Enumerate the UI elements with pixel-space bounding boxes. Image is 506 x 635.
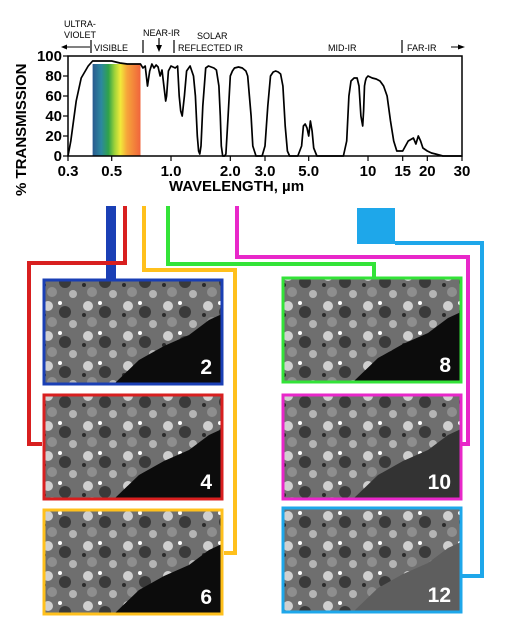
band-label-ultraviolet-2: VIOLET xyxy=(64,30,97,40)
sea-area xyxy=(114,314,222,384)
band-panel-10: 10 xyxy=(281,393,463,501)
y-tick-label: 100 xyxy=(37,48,62,65)
sea-area xyxy=(114,544,222,614)
band-panel-12: 12 xyxy=(281,506,463,614)
panel-frame xyxy=(281,276,463,384)
y-tick-label: 80 xyxy=(45,68,62,85)
band-header: ULTRA- VIOLET VISIBLE NEAR-IR SOLAR REFL… xyxy=(61,19,465,53)
connector-band-4 xyxy=(27,206,127,446)
x-tick-label: 0.5 xyxy=(101,163,122,180)
band-image-panels: 2 4 6 8 10 12 xyxy=(42,276,463,616)
x-axis-label: WAVELENGTH, µm xyxy=(169,178,304,195)
panel-frame xyxy=(42,393,224,501)
panel-frame xyxy=(42,508,224,616)
y-axis-label: % TRANSMISSION xyxy=(13,63,30,196)
panel-frame xyxy=(42,278,224,386)
visible-spectrum-bar xyxy=(92,64,141,156)
y-tick-label: 20 xyxy=(45,128,62,145)
band-panel-6: 6 xyxy=(42,508,224,616)
connector-band-12-block xyxy=(357,208,395,244)
y-tick-label: 40 xyxy=(45,108,62,125)
x-tick-label: 20 xyxy=(419,163,436,180)
panel-number: 10 xyxy=(428,471,451,494)
x-tick-label: 2.0 xyxy=(220,163,241,180)
panel-frame xyxy=(281,393,463,501)
x-tick-label: 3.0 xyxy=(255,163,276,180)
panel-number: 8 xyxy=(439,354,451,377)
panel-number: 6 xyxy=(200,586,212,609)
band-label-solar: SOLAR xyxy=(197,31,228,41)
transmission-curve xyxy=(67,60,462,157)
x-tick-label: 15 xyxy=(394,163,411,180)
x-tick-label: 30 xyxy=(454,163,471,180)
connector-band-6 xyxy=(142,206,237,555)
panel-frame xyxy=(281,506,463,614)
band-label-ultraviolet: ULTRA- xyxy=(64,19,96,29)
connector-band-2 xyxy=(106,206,116,280)
sea-area xyxy=(353,542,461,612)
panel-number: 4 xyxy=(200,471,212,494)
y-tick-label: 60 xyxy=(45,88,62,105)
band-label-visible: VISIBLE xyxy=(94,43,128,53)
band-panel-8: 8 xyxy=(281,276,463,384)
connector-band-12 xyxy=(395,241,484,578)
panel-number: 12 xyxy=(428,584,451,607)
y-axis: 0 20 40 60 80 100 xyxy=(37,48,68,165)
x-axis: 0.3 0.5 1.0 2.0 3.0 5.0 10 15 20 30 xyxy=(58,156,471,180)
x-tick-label: 0.3 xyxy=(58,163,79,180)
sea-area xyxy=(353,429,461,499)
band-label-mid-ir: MID-IR xyxy=(328,43,357,53)
connector-band-8 xyxy=(166,206,376,278)
connector-band-10 xyxy=(235,206,470,446)
transmission-chart: ULTRA- VIOLET VISIBLE NEAR-IR SOLAR REFL… xyxy=(13,19,470,196)
sea-area xyxy=(114,429,222,499)
panel-number: 2 xyxy=(200,356,212,379)
band-label-reflected-ir: REFLECTED IR xyxy=(178,43,244,53)
band-label-near-ir: NEAR-IR xyxy=(143,28,181,38)
x-tick-label: 5.0 xyxy=(298,163,319,180)
sea-area xyxy=(353,312,461,382)
band-connectors xyxy=(27,206,484,578)
band-panel-4: 4 xyxy=(42,393,224,501)
x-tick-label: 10 xyxy=(360,163,377,180)
band-label-far-ir: FAR-IR xyxy=(407,43,437,53)
x-tick-label: 1.0 xyxy=(161,163,182,180)
band-panel-2: 2 xyxy=(42,278,224,386)
y-tick-label: 0 xyxy=(54,148,62,165)
